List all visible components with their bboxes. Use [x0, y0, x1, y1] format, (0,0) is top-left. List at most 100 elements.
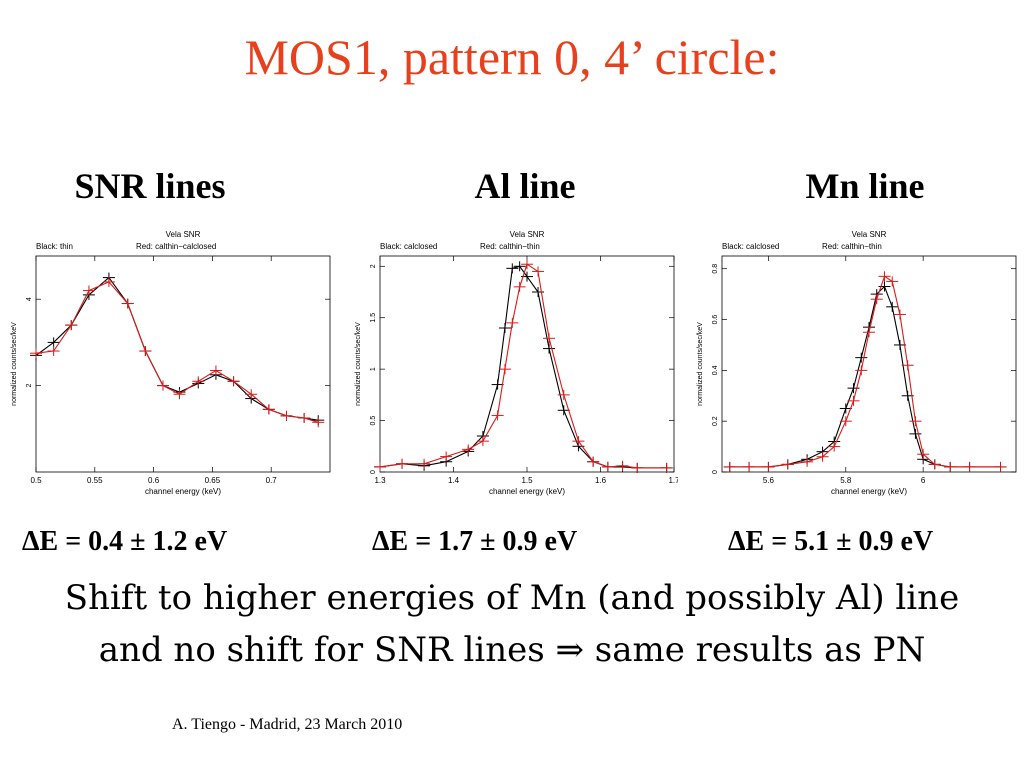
y-axis-label: normalized counts/sec/keV: [11, 322, 18, 406]
data-point: [723, 461, 736, 472]
y-tick-label: 0.6: [712, 315, 719, 325]
data-point: [498, 364, 511, 375]
conclusion-line-2: and no shift for SNR lines ⇒ same result…: [98, 630, 926, 670]
data-point: [870, 294, 883, 305]
x-tick-label: 0.7: [266, 476, 278, 485]
data-point: [396, 458, 409, 469]
data-point: [82, 285, 95, 296]
x-tick-label: 0.65: [205, 476, 221, 485]
data-point: [909, 428, 922, 439]
series-line: [729, 285, 1001, 468]
data-point: [543, 343, 556, 354]
data-point: [262, 404, 275, 415]
y-tick-label: 2: [370, 264, 377, 268]
data-point: [47, 337, 60, 348]
x-tick-label: 5.6: [763, 476, 775, 485]
series-line: [35, 281, 319, 423]
x-tick-label: 1.4: [448, 476, 460, 485]
data-point: [886, 301, 899, 312]
data-point: [209, 365, 222, 376]
x-axis-label: channel energy (keV): [831, 487, 907, 496]
data-point: [557, 405, 570, 416]
data-point: [601, 461, 614, 472]
data-point: [762, 461, 775, 472]
data-point: [440, 451, 453, 462]
data-point: [839, 416, 852, 427]
x-tick-label: 1.3: [374, 476, 386, 485]
chart-al-line: Vela SNR Black: calclosed Red: calthin−thi…: [355, 230, 678, 496]
delta-e-al: ΔE = 1.7 ± 0.9 eV: [372, 526, 578, 557]
chart-mn-line: Vela SNR Black: calclosed Red: calthin−thi…: [697, 230, 1017, 496]
x-tick-label: 1.6: [595, 476, 607, 485]
y-tick-label: 4: [26, 297, 33, 301]
data-point: [587, 456, 600, 467]
plot-frame: [35, 255, 331, 473]
legend-entry: Black: thin: [36, 242, 73, 251]
data-point: [498, 323, 511, 333]
data-point: [893, 339, 906, 350]
data-point: [781, 459, 794, 470]
data-point: [743, 461, 756, 472]
delta-e-snr: ΔE = 0.4 ± 1.2 eV: [22, 526, 228, 557]
data-point: [245, 389, 258, 400]
data-point: [616, 460, 629, 471]
plot-frame: [721, 255, 1017, 473]
legend-entry: Red: calthin−thin: [822, 242, 882, 251]
x-tick-label: 0.5: [30, 476, 42, 485]
data-point: [532, 266, 545, 277]
data-point: [491, 410, 504, 421]
y-axis-label: normalized counts/sec/keV: [697, 322, 704, 406]
delta-e-mn: ΔE = 5.1 ± 0.9 eV: [728, 526, 934, 557]
chart-snr-lines: Vela SNR Black: thin Red: calthin−calclose…: [11, 230, 331, 496]
data-point: [476, 436, 489, 447]
data-point: [173, 389, 186, 400]
heading-mn-line: Mn line: [805, 166, 925, 206]
data-point: [139, 346, 152, 357]
data-point: [192, 376, 205, 387]
x-tick-label: 1.5: [521, 476, 533, 485]
y-tick-label: 1: [370, 367, 377, 371]
data-point: [521, 259, 533, 270]
x-tick-label: 0.55: [87, 476, 103, 485]
data-point: [901, 360, 914, 371]
legend-entry: Black: calclosed: [722, 242, 779, 251]
chart-title: Vela SNR: [166, 230, 201, 239]
data-point: [909, 416, 922, 427]
x-axis-label: channel energy (keV): [489, 487, 565, 496]
data-point: [30, 348, 42, 359]
data-point: [886, 276, 899, 287]
series-line: [35, 276, 319, 421]
data-point: [847, 395, 860, 406]
data-point: [928, 459, 941, 470]
data-point: [847, 383, 860, 394]
series-line: [379, 263, 667, 469]
data-point: [280, 410, 293, 421]
data-point: [893, 309, 906, 320]
data-point: [227, 376, 240, 387]
y-axis-label: normalized counts/sec/keV: [355, 322, 362, 406]
y-tick-label: 0.5: [370, 416, 377, 426]
data-point: [994, 461, 1007, 472]
data-point: [121, 298, 134, 309]
data-point: [944, 461, 957, 472]
y-tick-label: 1.5: [370, 313, 377, 323]
data-point: [513, 281, 526, 292]
x-axis-label: channel energy (keV): [145, 487, 221, 496]
heading-al-line: Al line: [474, 166, 576, 206]
legend-entry: Black: calclosed: [380, 242, 437, 251]
data-point: [532, 287, 545, 297]
footer-credit: A. Tiengo - Madrid, 23 March 2010: [172, 716, 403, 733]
data-point: [506, 263, 519, 274]
data-point: [816, 451, 829, 462]
data-point: [543, 333, 556, 344]
data-point: [102, 276, 115, 287]
data-point: [572, 436, 585, 447]
y-tick-label: 0: [370, 470, 377, 474]
data-point: [462, 444, 475, 455]
x-tick-label: 0.6: [148, 476, 160, 485]
data-point: [863, 327, 875, 338]
data-point: [65, 320, 78, 331]
chart-title: Vela SNR: [510, 230, 545, 239]
y-tick-label: 0: [712, 470, 719, 474]
legend-entry: Red: calthin−calclosed: [136, 242, 216, 251]
